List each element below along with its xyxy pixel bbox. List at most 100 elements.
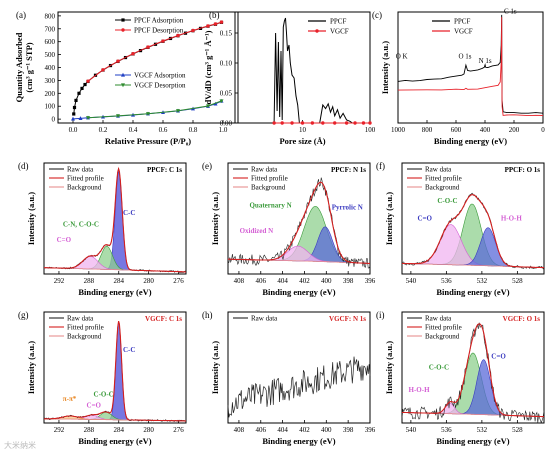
peak-label: C-O-C xyxy=(437,197,457,205)
legend-label: VGCF Desorption xyxy=(134,82,186,90)
y-tick-label: 800 xyxy=(45,12,56,20)
fitted-profile-line xyxy=(228,181,370,264)
legend-label: Fitted profile xyxy=(425,175,462,183)
x-tick-label: 400 xyxy=(480,126,491,134)
x-tick-label: 528 xyxy=(512,277,523,285)
x-tick-label: 0.0 xyxy=(69,126,78,134)
panel-label: (h) xyxy=(202,310,213,320)
peak-label: C=O xyxy=(417,215,432,223)
data-point xyxy=(101,68,105,72)
x-tick-label: 276 xyxy=(173,277,184,285)
data-point xyxy=(74,98,78,103)
peak-label: C-O-C xyxy=(429,364,449,372)
data-point xyxy=(368,121,372,125)
x-tick-label: 398 xyxy=(343,426,354,434)
data-point xyxy=(86,79,90,83)
legend-label: VGCF xyxy=(330,28,349,36)
x-axis-label: Binding energy (eV) xyxy=(262,287,335,297)
data-point xyxy=(361,121,366,125)
x-tick-label: 400 xyxy=(321,426,332,434)
x-tick-label: 408 xyxy=(234,277,245,285)
plot-frame xyxy=(227,162,371,275)
x-tick-label: 396 xyxy=(365,277,376,285)
legend-label: Fitted profile xyxy=(67,175,104,183)
panel-label: (b) xyxy=(209,10,220,20)
data-point xyxy=(161,39,165,43)
series-line xyxy=(73,21,222,115)
y-tick-label: 0.10 xyxy=(220,60,233,68)
x-tick-label: 398 xyxy=(343,277,354,285)
data-point xyxy=(206,104,210,109)
data-point xyxy=(72,105,77,110)
peak-label: C=O xyxy=(491,353,506,361)
panel-b: 10 100 0.00 0.05 0.10 0.15 Pore size (Å) dV/dD … xyxy=(203,10,376,146)
peak-component xyxy=(401,203,545,268)
panel-title: VGCF: O 1s xyxy=(503,315,541,323)
legend-label: Raw data xyxy=(425,315,452,323)
x-axis-label: Binding energy (eV) xyxy=(262,436,335,446)
data-point xyxy=(80,86,84,91)
peak-annotation: O K xyxy=(396,53,408,61)
y-axis-label: dV/dD (cm³ g⁻¹ Å⁻¹) xyxy=(203,30,213,104)
y-axis-label-units: (cm³ g⁻¹ STP) xyxy=(24,42,34,92)
data-point xyxy=(78,116,83,120)
y-tick-label: 700 xyxy=(45,25,56,33)
x-tick-label: 532 xyxy=(477,277,488,285)
x-tick-label: 0 xyxy=(541,126,545,134)
data-point xyxy=(176,33,180,38)
x-tick-label: 1.0 xyxy=(219,126,228,134)
panel-title: PPCF: O 1s xyxy=(505,166,541,174)
x-tick-label: 528 xyxy=(512,426,523,434)
legend-marker xyxy=(121,83,125,88)
x-tick-label: 1000 xyxy=(391,126,406,134)
legend-label: Background xyxy=(67,333,102,341)
data-point xyxy=(146,112,150,116)
peak-label: H-O-H xyxy=(501,215,523,223)
data-point xyxy=(219,99,224,104)
panel-label: (i) xyxy=(376,310,385,320)
panel-a: 0.0 0.2 0.4 0.6 0.8 1.0 0 100 200 300 400 500 600 700… xyxy=(14,10,239,146)
x-tick-label: 292 xyxy=(54,277,65,285)
data-point xyxy=(272,121,276,125)
y-tick-label: 0 xyxy=(52,116,56,124)
peak-label: Quaternary N xyxy=(249,201,291,209)
x-tick-label: 0.8 xyxy=(189,126,198,134)
raw-data-line xyxy=(227,356,371,418)
y-tick-label: 300 xyxy=(45,77,56,85)
series-line xyxy=(397,14,544,114)
x-tick-label: 800 xyxy=(422,126,433,134)
legend-label: Background xyxy=(251,184,286,192)
panel-title: VGCF: N 1s xyxy=(329,315,366,323)
fitted-profile-line xyxy=(401,194,545,269)
data-point xyxy=(86,116,90,120)
y-tick-label: 100 xyxy=(45,103,56,111)
y-axis-label: Intensity (a.u.) xyxy=(26,192,36,245)
legend-marker xyxy=(121,28,125,32)
data-point xyxy=(300,121,305,125)
panel-label: (g) xyxy=(18,310,29,320)
x-tick-label: 280 xyxy=(143,426,154,434)
y-axis-label: Intensity (a.u.) xyxy=(210,192,220,245)
plot-frame xyxy=(401,162,545,275)
data-point xyxy=(321,121,325,125)
x-tick-label: 532 xyxy=(477,426,488,434)
x-tick-label: 288 xyxy=(84,277,95,285)
legend-label: VGCF Adsorption xyxy=(134,72,186,80)
y-axis-label: Intensity (a.u.) xyxy=(210,341,220,394)
data-point xyxy=(290,121,294,125)
peak-label: C=O xyxy=(57,236,72,244)
legend-label: Fitted profile xyxy=(67,324,104,332)
panel-title: VGCF: C 1s xyxy=(145,315,182,323)
legend-label: Background xyxy=(425,184,460,192)
legend-label: PPCF Desorption xyxy=(134,27,184,35)
y-tick-label: 600 xyxy=(45,38,56,46)
watermark: 大米纳米 xyxy=(4,441,36,450)
x-axis-label: Binding energy (eV) xyxy=(434,136,507,146)
panel-label: (f) xyxy=(376,161,385,171)
data-point xyxy=(116,59,120,63)
peak-label: C=O xyxy=(86,401,101,409)
y-tick-label: 400 xyxy=(45,64,56,72)
data-point xyxy=(176,109,180,113)
series-line xyxy=(87,100,222,119)
panel-c: 1000 800 600 400 200 0 Binding energy (eV) Inte… xyxy=(372,8,545,146)
